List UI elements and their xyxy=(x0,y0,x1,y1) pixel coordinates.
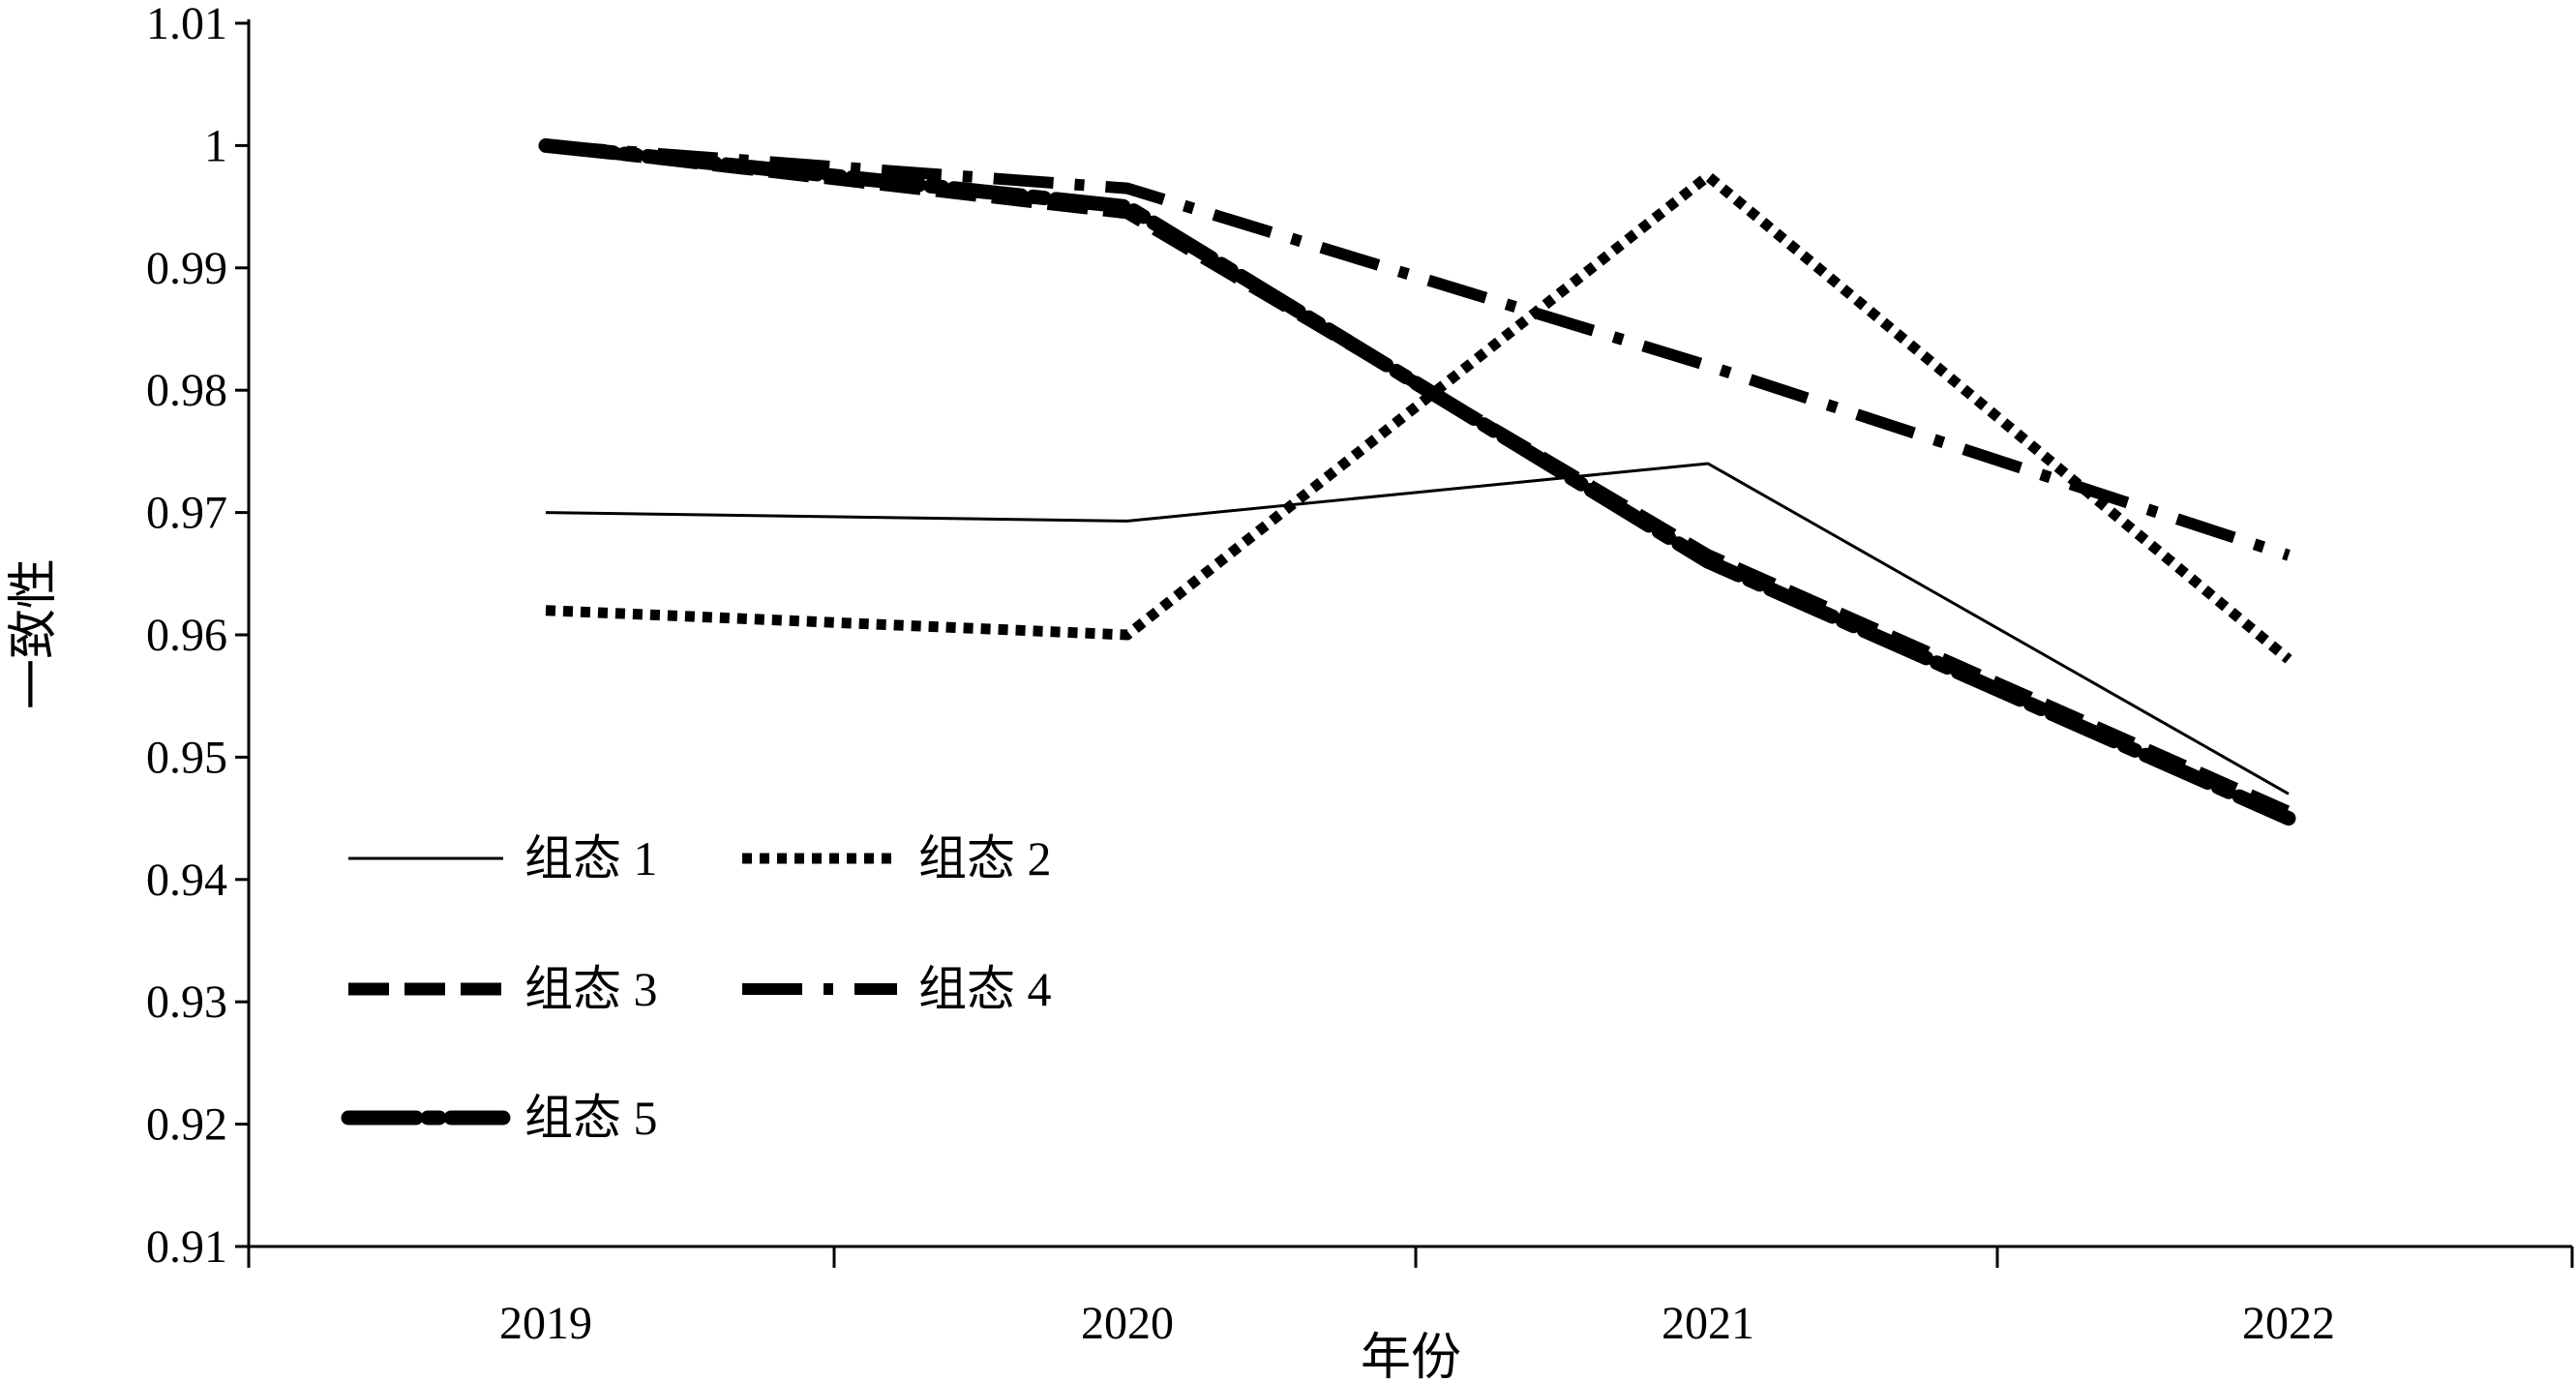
x-axis-title: 年份 xyxy=(1361,1331,1461,1381)
y-tick-label: 0.93 xyxy=(146,976,227,1028)
y-tick-label: 0.94 xyxy=(146,855,227,906)
series-line-5 xyxy=(538,137,2296,826)
series-line-2 xyxy=(545,170,2292,664)
y-tick-label: 0.99 xyxy=(146,243,227,294)
y-tick-label: 0.95 xyxy=(146,732,227,783)
x-tick-label: 2020 xyxy=(1081,1298,1174,1349)
x-axis: 2019 2020 2021 2022 xyxy=(247,1245,2574,1349)
series-line-3 xyxy=(545,138,2291,819)
series-line-1 xyxy=(545,462,2290,796)
legend-label-1: 组态 1 xyxy=(524,831,658,886)
y-axis: 1.01 1 0.99 0.98 0.97 0.96 0.95 0.94 0.93 0.92 0.9… xyxy=(146,0,251,1273)
y-tick-label: 1.01 xyxy=(146,0,227,49)
y-tick-label: 0.98 xyxy=(146,365,227,416)
legend-label-2: 组态 2 xyxy=(918,831,1052,886)
y-tick-label: 0.91 xyxy=(146,1221,227,1273)
legend-label-3: 组态 3 xyxy=(524,962,658,1016)
x-tick-label: 2021 xyxy=(1662,1298,1754,1349)
y-tick-label: 0.92 xyxy=(146,1099,227,1151)
series-layer xyxy=(538,137,2296,826)
y-tick-label: 1 xyxy=(204,120,227,171)
legend: 组态 1 组态 2 组态 3 组态 4 组态 5 xyxy=(341,831,1052,1145)
legend-label-5: 组态 5 xyxy=(524,1091,658,1145)
legend-label-4: 组态 4 xyxy=(918,962,1052,1016)
y-tick-label: 0.97 xyxy=(146,488,227,539)
x-tick-label: 2019 xyxy=(499,1298,592,1349)
y-tick-label: 0.96 xyxy=(146,610,227,661)
x-tick-label: 2022 xyxy=(2242,1298,2335,1349)
series-line-4 xyxy=(545,139,2291,561)
y-axis-title: 一致性 xyxy=(7,558,62,709)
